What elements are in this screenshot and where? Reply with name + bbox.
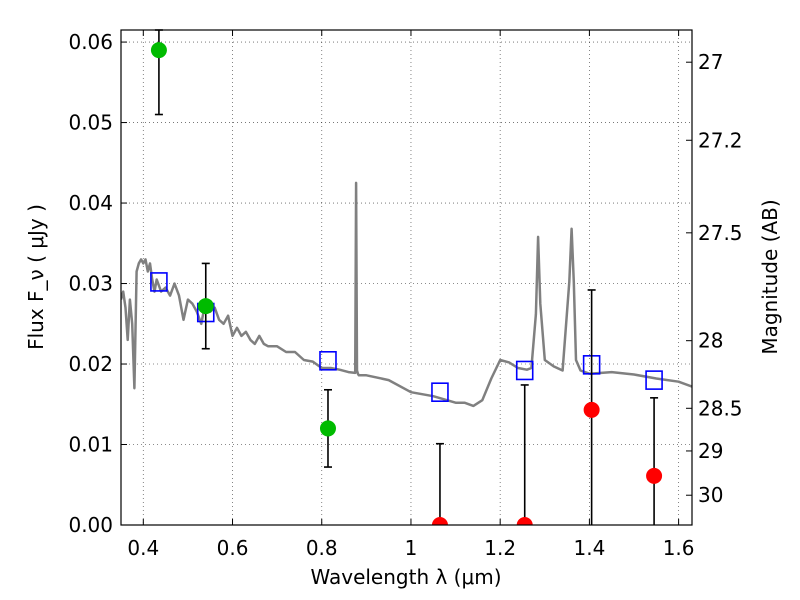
model-sed-line bbox=[121, 181, 692, 408]
model-sed-layer bbox=[121, 181, 692, 408]
y2-tick-label: 29 bbox=[698, 439, 723, 463]
x-tick-label: 1 bbox=[405, 536, 418, 560]
x-tick-label: 1.4 bbox=[573, 536, 605, 560]
x-tick-label: 0.6 bbox=[217, 536, 249, 560]
y2-tick-label: 27 bbox=[698, 50, 723, 74]
model-photometry-square bbox=[150, 272, 168, 292]
detection-point bbox=[319, 420, 336, 437]
detection-point bbox=[197, 298, 214, 315]
y2-tick-label: 27.2 bbox=[698, 128, 743, 152]
y-tick-label: 0.02 bbox=[68, 352, 113, 376]
y2-tick-label: 28 bbox=[698, 329, 723, 353]
y-tick-label: 0.01 bbox=[68, 433, 113, 457]
nondetection-point bbox=[583, 401, 600, 418]
y2-tick-label: 27.5 bbox=[698, 221, 743, 245]
x-tick-label: 1.6 bbox=[663, 536, 695, 560]
plot-frame bbox=[120, 29, 693, 526]
y-tick-label: 0.04 bbox=[68, 191, 113, 215]
x-tick-label: 0.8 bbox=[306, 536, 338, 560]
y2-axis-title: Magnitude (AB) bbox=[758, 199, 782, 354]
nondetection-point bbox=[646, 467, 663, 484]
x-axis-title: Wavelength λ (μm) bbox=[310, 565, 501, 589]
axes-layer: 0.4 0.6 0.8 1 1.2 1.4 1.6 0.00 0.01 0.02 0.03 0.04 0… bbox=[68, 30, 743, 560]
y2-tick-label: 28.5 bbox=[698, 396, 743, 420]
y-tick-label: 0.03 bbox=[68, 272, 113, 296]
y2-tick-label: 30 bbox=[698, 483, 723, 507]
y-tick-label: 0.00 bbox=[68, 513, 113, 537]
model-photometry-square bbox=[431, 382, 449, 402]
y-tick-label: 0.05 bbox=[68, 111, 113, 135]
y-tick-label: 0.06 bbox=[68, 30, 113, 54]
detection-point bbox=[150, 42, 167, 59]
model-photometry-square bbox=[515, 360, 534, 381]
photometry-layer bbox=[150, 29, 663, 525]
x-tick-label: 0.4 bbox=[127, 536, 159, 560]
nondetection-point bbox=[516, 517, 533, 525]
model-photometry-square bbox=[319, 351, 337, 371]
x-tick-label: 1.2 bbox=[484, 536, 516, 560]
grid bbox=[121, 30, 692, 526]
model-photometry-square bbox=[645, 370, 663, 390]
y-axis-title: Flux F_ν ( μJy ) bbox=[24, 204, 48, 350]
nondetection-point bbox=[431, 517, 448, 525]
